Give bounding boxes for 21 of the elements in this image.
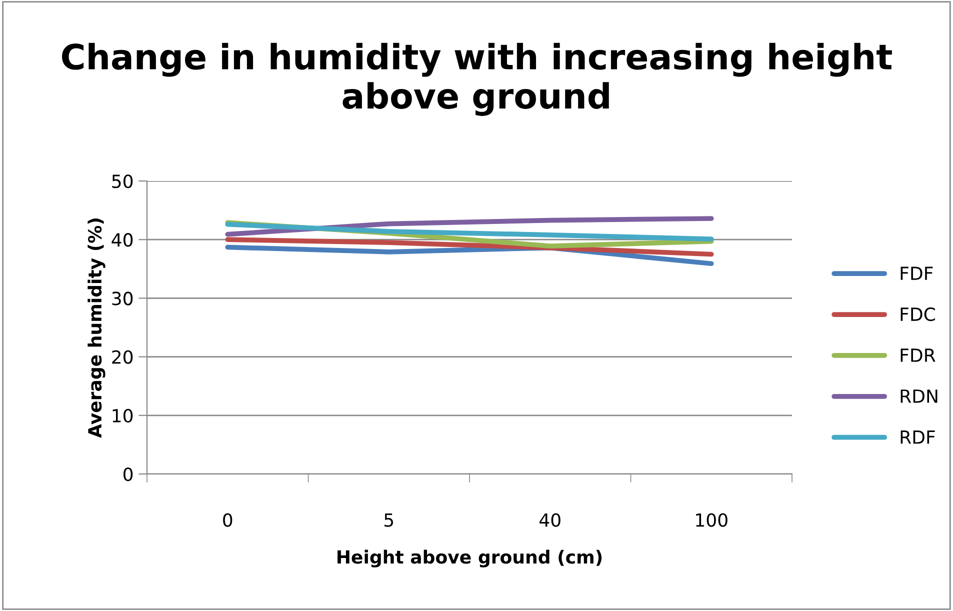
x-tick-label: 100 xyxy=(696,513,728,527)
y-tick-label: 20 xyxy=(112,350,133,364)
legend-label: FDC xyxy=(900,307,935,322)
legend-label: FDR xyxy=(900,348,936,362)
y-tick-label: 50 xyxy=(112,174,133,188)
y-tick-label: 0 xyxy=(124,467,133,482)
legend-label: RDN xyxy=(900,390,938,403)
y-axis-title: Average humidity (%) xyxy=(88,218,106,438)
y-tick-label: 30 xyxy=(112,292,133,306)
x-axis-title: Height above ground (cm) xyxy=(338,550,602,568)
y-tick-label: 40 xyxy=(112,233,133,247)
chart-title: Change in humidity with increasing height above ground xyxy=(62,42,892,116)
line-series xyxy=(225,237,714,257)
x-tick-label: 0 xyxy=(223,513,232,527)
legend-label: RDF xyxy=(900,430,935,444)
x-tick-label: 5 xyxy=(384,513,394,527)
x-tick-label: 40 xyxy=(540,513,560,527)
legend-label: FDF xyxy=(900,266,933,280)
line-series xyxy=(225,216,714,237)
line-series xyxy=(225,222,714,242)
y-tick-label: 10 xyxy=(112,408,133,423)
